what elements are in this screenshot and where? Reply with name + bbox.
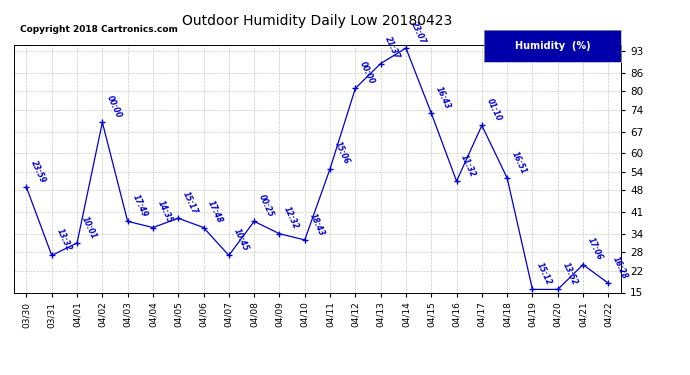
Text: 17:06: 17:06: [586, 236, 604, 262]
Text: 11:32: 11:32: [460, 153, 477, 178]
Text: Copyright 2018 Cartronics.com: Copyright 2018 Cartronics.com: [20, 25, 178, 34]
Text: 10:45: 10:45: [232, 227, 250, 253]
Title: Outdoor Humidity Daily Low 20180423: Outdoor Humidity Daily Low 20180423: [182, 13, 453, 28]
Text: 15:12: 15:12: [535, 261, 553, 286]
Text: 14:35: 14:35: [156, 199, 174, 225]
Text: 00:00: 00:00: [105, 94, 124, 120]
Text: 23:59: 23:59: [29, 159, 48, 184]
Text: 17:48: 17:48: [206, 199, 225, 225]
Text: 16:28: 16:28: [611, 255, 629, 280]
Text: 16:43: 16:43: [434, 85, 453, 110]
Text: 01:10: 01:10: [484, 97, 503, 123]
Text: 10:01: 10:01: [80, 214, 98, 240]
Text: 15:06: 15:06: [333, 140, 351, 166]
Text: 16:51: 16:51: [510, 150, 529, 175]
Text: 18:43: 18:43: [308, 211, 326, 237]
Text: 13:52: 13:52: [560, 261, 579, 286]
Text: 17:49: 17:49: [130, 193, 149, 219]
Text: 00:00: 00:00: [358, 60, 377, 86]
Text: 12:32: 12:32: [282, 206, 301, 231]
Text: 15:17: 15:17: [181, 190, 199, 216]
Text: 21:37: 21:37: [384, 35, 402, 61]
Text: 00:25: 00:25: [257, 193, 275, 219]
Text: 13:32: 13:32: [55, 227, 73, 253]
Text: 23:07: 23:07: [408, 20, 427, 45]
